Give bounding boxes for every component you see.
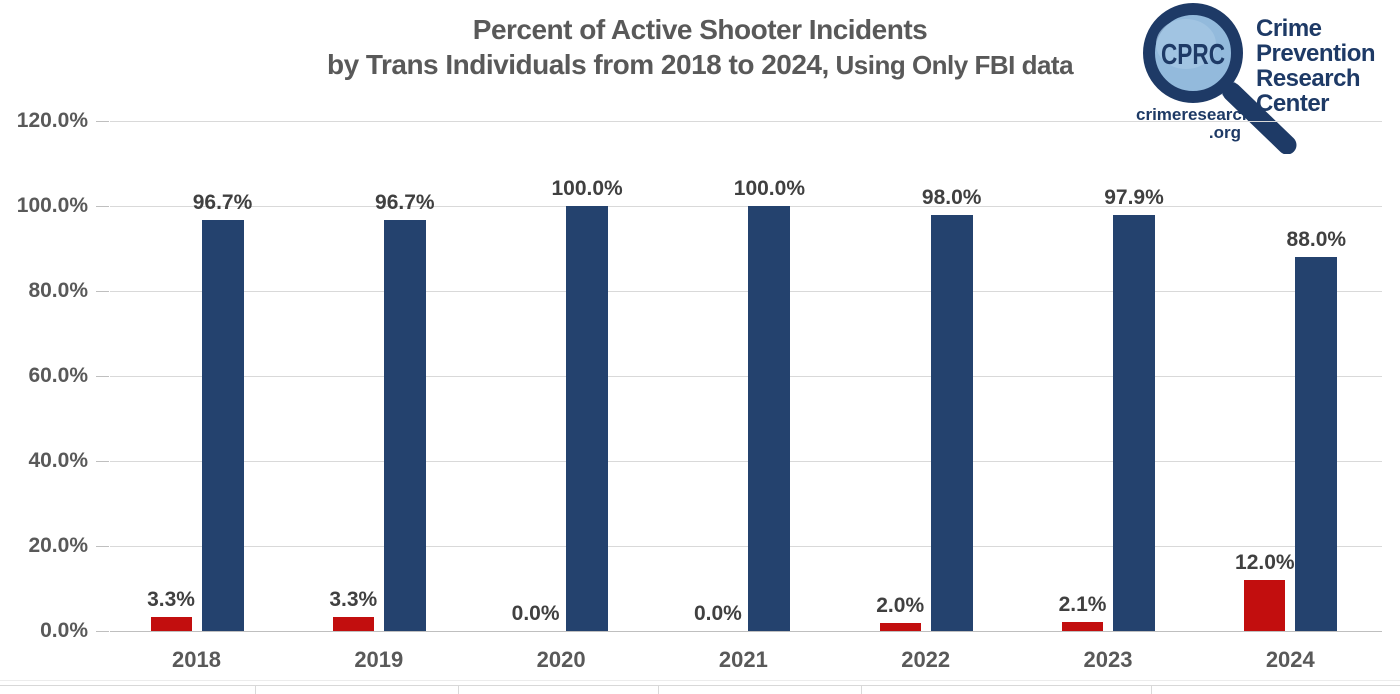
bar-navy-series-2021	[748, 206, 791, 631]
chart-title-line2-suffix: Using Only FBI data	[828, 50, 1074, 80]
data-label-navy-series-2022: 98.0%	[921, 185, 982, 209]
x-axis-label-2021: 2021	[718, 647, 768, 672]
bar-navy-series-2020	[566, 206, 609, 631]
logo-name-line: Prevention	[1256, 40, 1375, 67]
logo-name-line: Center	[1256, 90, 1329, 117]
bar-red-series-2019	[332, 616, 374, 631]
y-axis-label-60.0%: 60.0%	[28, 364, 88, 387]
y-axis-label-120.0%: 120.0%	[16, 109, 88, 132]
data-label-red-series-2021: 0.0%	[693, 602, 742, 625]
x-axis-label-2020: 2020	[536, 647, 586, 672]
spreadsheet-cell-separator	[861, 686, 862, 694]
magnifier-lens-highlight	[1156, 19, 1216, 69]
x-axis-label-2018: 2018	[172, 647, 221, 672]
x-axis-label-2019: 2019	[354, 647, 404, 672]
logo-acronym: CPRC	[1161, 39, 1225, 71]
spreadsheet-cell-separator	[658, 686, 659, 694]
y-axis-label-100.0%: 100.0%	[16, 194, 88, 217]
x-axis-label-2023: 2023	[1083, 647, 1133, 672]
chart-title-line2: by Trans Individuals from 2018 to 2024, …	[0, 47, 1400, 83]
bar-red-series-2022	[879, 622, 921, 631]
y-axis-label-0.0%: 0.0%	[40, 619, 88, 642]
y-axis-tick	[96, 206, 109, 207]
data-label-red-series-2018: 3.3%	[147, 587, 195, 611]
y-axis-tick	[96, 631, 109, 632]
y-axis-tick	[96, 376, 109, 377]
data-label-navy-series-2021: 100.0%	[733, 177, 805, 200]
chart-title-line2-main: by Trans Individuals from 2018 to 2024,	[326, 49, 829, 80]
bar-navy-series-2022	[930, 214, 973, 631]
bar-red-series-2024	[1244, 580, 1286, 631]
data-label-navy-series-2019: 96.7%	[375, 191, 435, 215]
magnifier-handle	[1222, 82, 1297, 155]
spreadsheet-gridline	[0, 685, 1400, 686]
chart-title: Percent of Active Shooter Incidents by T…	[0, 12, 1400, 83]
y-axis-tick	[96, 546, 109, 547]
data-label-navy-series-2024: 88.0%	[1286, 228, 1347, 251]
y-axis-tick	[96, 461, 109, 462]
logo-name-line: Research	[1256, 65, 1360, 92]
logo-url-top: crimeresearch	[1136, 105, 1252, 124]
gridline-40.0%	[110, 461, 1382, 462]
logo-name-line: Crime	[1256, 15, 1322, 42]
plot-area: 3.3% 96.7% 2018 3.3% 96.7% 2019 0.0% 100.0% 2020…	[110, 121, 1382, 672]
bar-navy-series-2024	[1295, 257, 1338, 631]
spreadsheet-cell-separator	[458, 686, 459, 694]
y-axis-label-20.0%: 20.0%	[28, 534, 88, 557]
chart-title-line1: Percent of Active Shooter Incidents	[472, 14, 928, 45]
bar-red-series-2018	[150, 616, 192, 631]
spreadsheet-cell-separator	[255, 686, 256, 694]
gridline-20.0%	[110, 546, 1382, 547]
spreadsheet-cell-separator	[1151, 686, 1152, 694]
gridline-60.0%	[110, 376, 1382, 377]
bar-navy-series-2023	[1113, 214, 1155, 631]
bar-red-series-2023	[1062, 622, 1103, 631]
data-label-red-series-2019: 3.3%	[329, 587, 378, 611]
data-label-navy-series-2018: 96.7%	[192, 191, 253, 215]
x-axis-label-2022: 2022	[901, 647, 951, 672]
logo-url-bottom: .org	[1209, 123, 1241, 142]
x-axis-label-2024: 2024	[1265, 647, 1315, 672]
data-label-red-series-2023: 2.1%	[1058, 593, 1107, 617]
gridline-100.0%	[110, 206, 1382, 207]
y-axis-tick	[96, 291, 109, 292]
bar-navy-series-2019	[383, 220, 426, 631]
y-axis-label-40.0%: 40.0%	[28, 449, 88, 472]
bar-navy-series-2018	[201, 220, 244, 631]
data-label-red-series-2024: 12.0%	[1235, 551, 1295, 574]
y-axis-label-80.0%: 80.0%	[28, 279, 88, 302]
spreadsheet-gridline	[0, 680, 1400, 681]
data-label-red-series-2022: 2.0%	[876, 593, 925, 617]
data-label-navy-series-2023: 97.9%	[1104, 185, 1164, 209]
cprc-logo: CPRC Crime Prevention Research Center cr…	[1130, 2, 1400, 155]
data-label-navy-series-2020: 100.0%	[551, 177, 623, 200]
data-label-red-series-2020: 0.0%	[511, 602, 560, 625]
y-axis-tick	[96, 121, 109, 122]
magnifying-glass-icon: CPRC Crime Prevention Research Center cr…	[1136, 3, 1376, 155]
x-axis-line	[110, 631, 1382, 632]
gridline-80.0%	[110, 291, 1382, 292]
gridline-120.0%	[110, 121, 1382, 122]
